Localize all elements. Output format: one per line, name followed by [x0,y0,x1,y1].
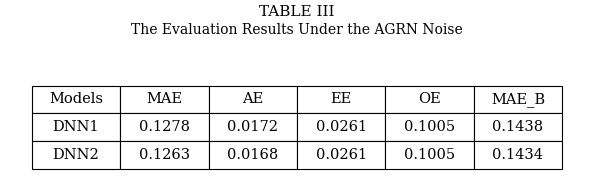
Bar [120,85,208,113]
Text: 0.0261: 0.0261 [315,120,366,134]
Bar [208,85,297,113]
Bar [208,141,297,169]
Bar [297,113,386,141]
Bar [208,113,297,141]
Bar [120,113,208,141]
Bar [120,141,208,169]
Bar [32,113,120,141]
Text: 0.0168: 0.0168 [227,148,279,162]
Text: 0.1278: 0.1278 [139,120,190,134]
Text: MAE_B: MAE_B [491,92,545,107]
Text: 0.1005: 0.1005 [404,148,455,162]
Text: 0.0261: 0.0261 [315,148,366,162]
Text: Models: Models [49,92,103,106]
Bar [386,85,474,113]
Bar [386,113,474,141]
Bar [474,141,562,169]
Bar [32,85,120,113]
Text: EE: EE [331,92,352,106]
Text: 0.1434: 0.1434 [492,148,544,162]
Text: OE: OE [418,92,441,106]
Bar [474,85,562,113]
Bar [297,141,386,169]
Text: TABLE III: TABLE III [259,5,335,19]
Text: The Evaluation Results Under the AGRN Noise: The Evaluation Results Under the AGRN No… [131,23,463,37]
Text: 0.1005: 0.1005 [404,120,455,134]
Text: 0.1438: 0.1438 [492,120,544,134]
Bar [474,113,562,141]
Text: AE: AE [242,92,263,106]
Bar [386,141,474,169]
Bar [297,85,386,113]
Bar [32,141,120,169]
Text: MAE: MAE [146,92,182,106]
Text: 0.1263: 0.1263 [139,148,190,162]
Text: DNN2: DNN2 [53,148,99,162]
Text: DNN1: DNN1 [53,120,99,134]
Text: 0.0172: 0.0172 [228,120,279,134]
